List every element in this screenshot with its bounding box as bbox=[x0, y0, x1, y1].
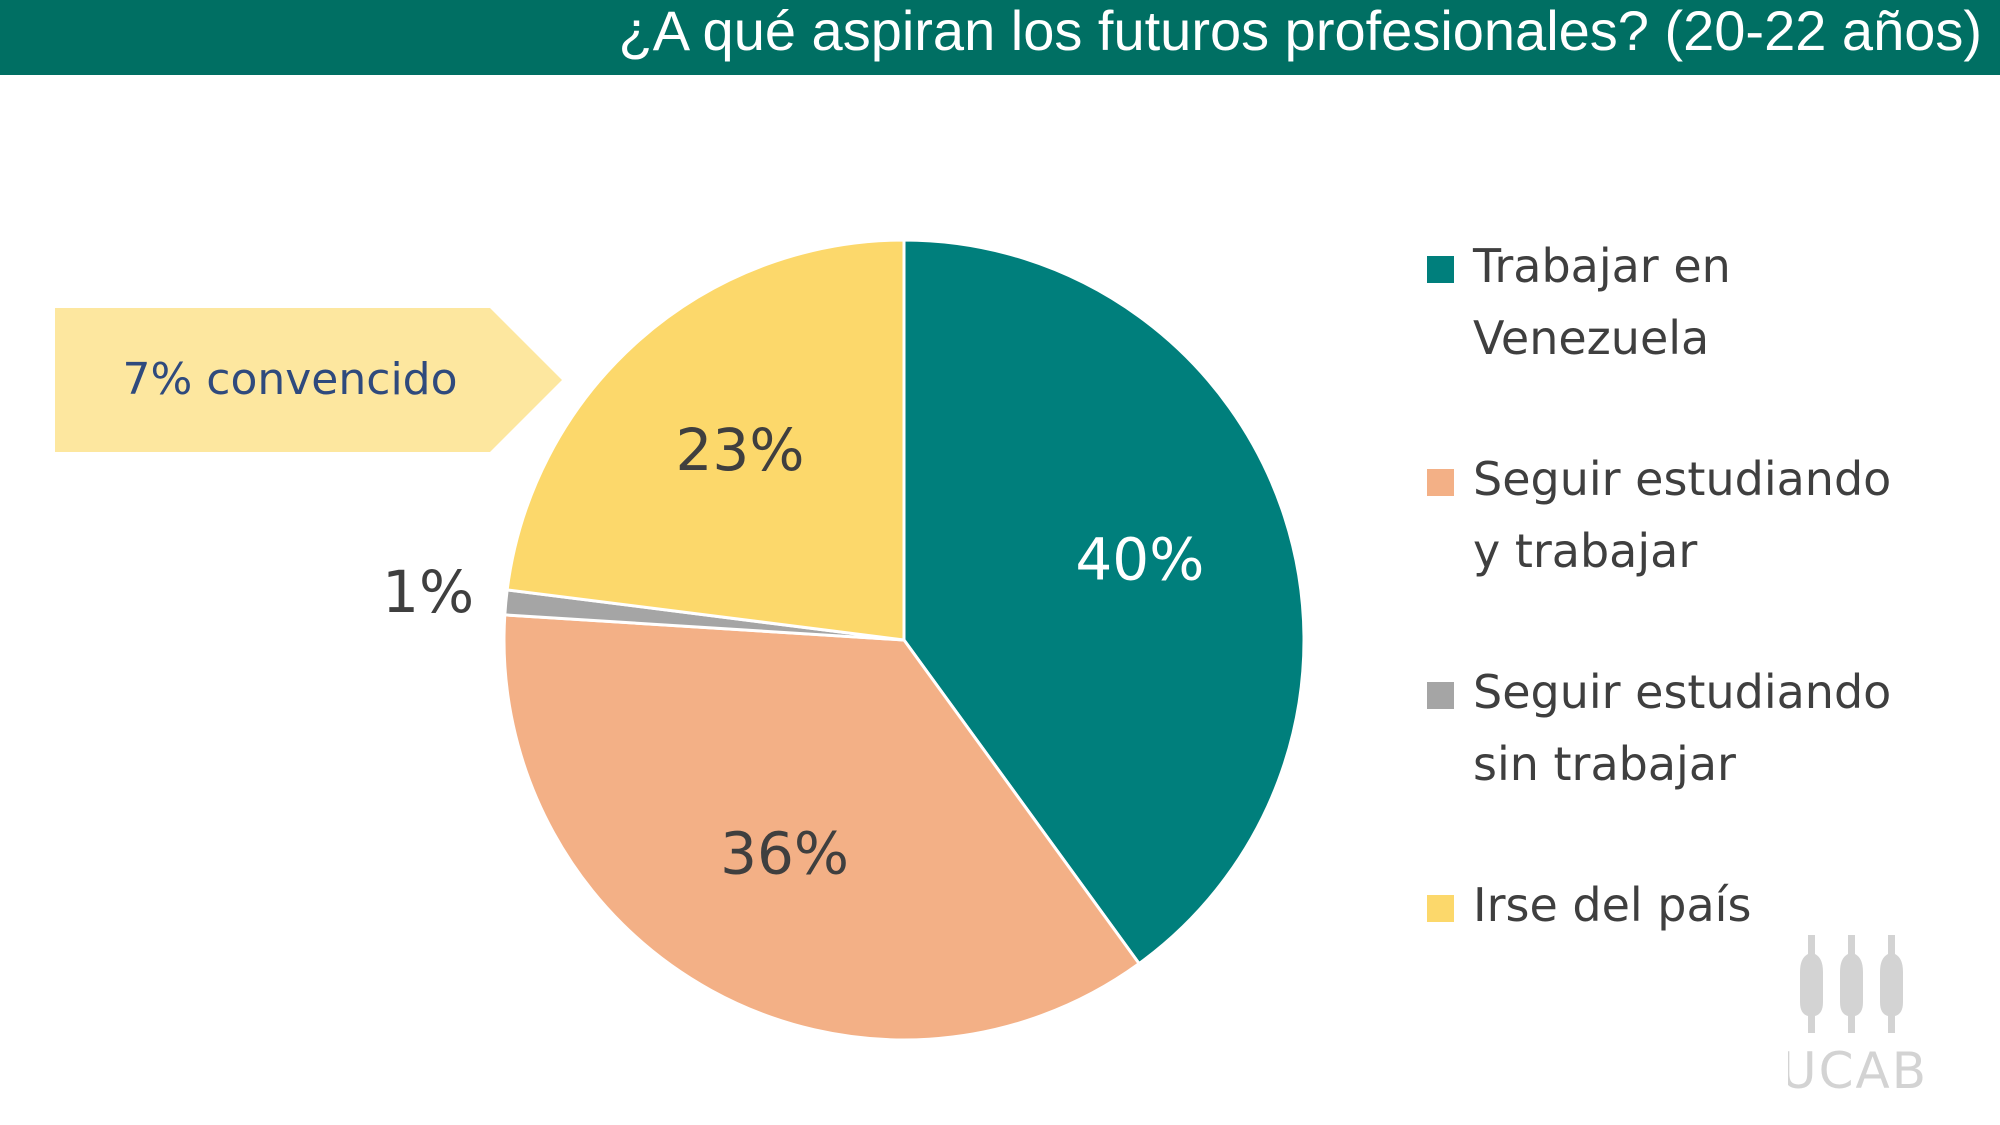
legend-label: Trabajar en Venezuela bbox=[1473, 239, 1731, 365]
data-label-irse-pais: 23% bbox=[676, 416, 805, 484]
pie-slice-irse-pais bbox=[505, 238, 906, 642]
pie-labels: 40% 36% 1% 23% bbox=[382, 416, 1204, 887]
legend-label: Seguir estudiando y trabajar bbox=[1473, 452, 1892, 578]
legend-swatch bbox=[1427, 682, 1454, 709]
data-label-estudiar-sin-trabajar: 1% bbox=[382, 558, 474, 626]
callout-text: 7% convencido bbox=[122, 354, 457, 405]
legend-swatch bbox=[1427, 895, 1454, 922]
logo-text: UCAB bbox=[1788, 1042, 1928, 1100]
callout-arrow-shape bbox=[55, 308, 562, 452]
page-title: ¿A qué aspiran los futuros profesionales… bbox=[618, 0, 1982, 62]
legend-swatch bbox=[1427, 256, 1454, 283]
pie-slice-estudiar-trabajar bbox=[502, 613, 1142, 1042]
logo-towers bbox=[1800, 935, 1903, 1033]
pie-slices bbox=[502, 238, 1306, 1042]
header-bar: ¿A qué aspiran los futuros profesionales… bbox=[0, 0, 2000, 75]
legend-label: Irse del país bbox=[1473, 878, 1752, 932]
legend-label: Seguir estudiando sin trabajar bbox=[1473, 665, 1892, 791]
data-label-estudiar-trabajar: 36% bbox=[720, 819, 849, 887]
data-label-trabajar-venezuela: 40% bbox=[1075, 525, 1204, 593]
ucab-logo: UCAB bbox=[1788, 935, 1928, 1100]
callout: 7% convencido bbox=[55, 308, 562, 452]
legend-swatch bbox=[1427, 469, 1454, 496]
pie-slice-trabajar-venezuela bbox=[902, 238, 1306, 966]
